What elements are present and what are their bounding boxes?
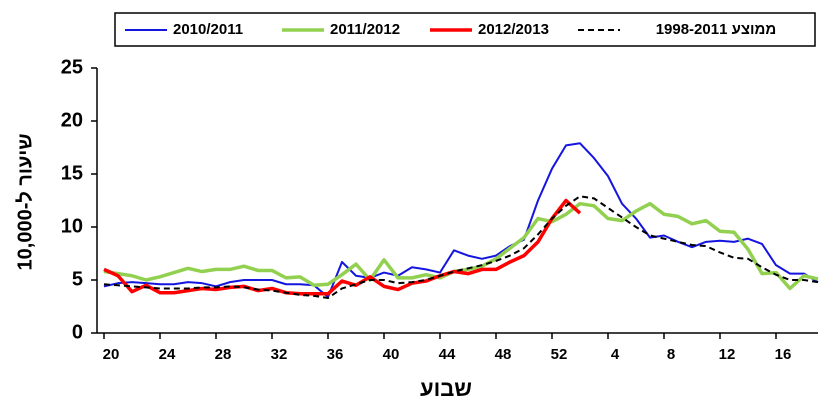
x-tick-label: 16: [775, 346, 792, 363]
x-axis-title: שבוע: [420, 376, 472, 401]
x-tick-label: 8: [667, 346, 675, 363]
y-tick-label: 5: [72, 268, 83, 290]
y-tick-label: 0: [72, 321, 83, 343]
legend-label: 2010/2011: [173, 21, 243, 38]
x-tick-label: 36: [327, 346, 344, 363]
legend-label: 2011/2012: [330, 21, 400, 38]
y-tick-label: 25: [61, 56, 83, 78]
x-tick-label: 12: [719, 346, 736, 363]
x-tick-label: 24: [159, 346, 176, 363]
y-tick-label: 10: [61, 215, 83, 237]
x-tick-label: 28: [215, 346, 232, 363]
series-line: [103, 198, 582, 296]
series-line: [103, 142, 819, 298]
legend-label: ממוצע 1998-2011: [656, 21, 777, 38]
legend-label: 2012/2013: [478, 21, 549, 38]
x-tick-label: 32: [271, 346, 288, 363]
y-axis-title: שיעור ל-10,000: [14, 134, 36, 271]
series-line: [103, 201, 819, 291]
x-tick-label: 4: [611, 346, 620, 363]
x-tick-label: 48: [495, 346, 512, 363]
x-tick-label: 20: [103, 346, 120, 363]
series-line: [103, 195, 819, 300]
y-tick-label: 15: [61, 162, 83, 184]
x-tick-label: 52: [551, 346, 568, 363]
x-tick-label: 40: [383, 346, 400, 363]
y-tick-label: 20: [61, 109, 83, 131]
x-tick-label: 44: [439, 346, 456, 363]
